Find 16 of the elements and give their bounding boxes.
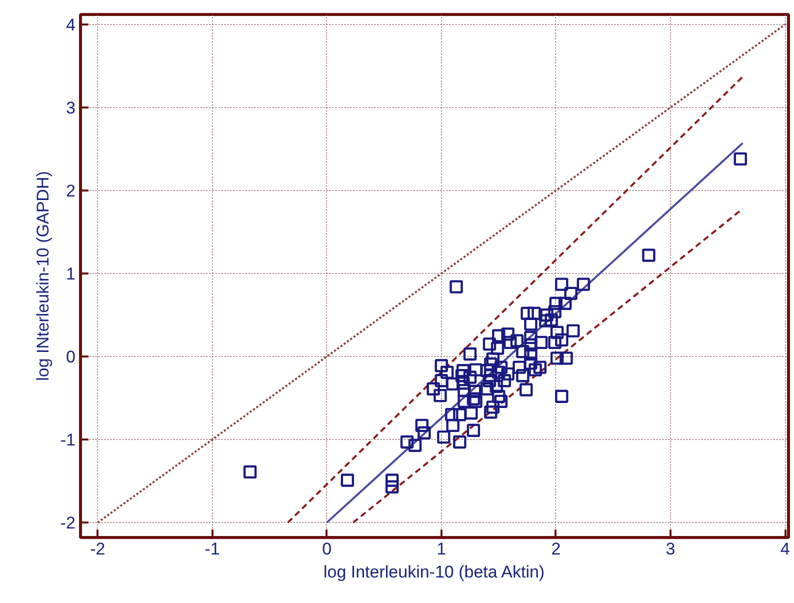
y-tick-label: 2 xyxy=(66,181,76,200)
x-tick-label: -2 xyxy=(90,540,106,558)
y-tick-label: 3 xyxy=(66,98,76,118)
y-tick-label: 0 xyxy=(66,348,76,367)
x-tick-label: -1 xyxy=(204,540,220,558)
y-tick-label: -1 xyxy=(60,430,76,450)
y-tick-label: 1 xyxy=(66,264,76,284)
x-tick-label: 1 xyxy=(436,540,446,558)
y-tick-label: -2 xyxy=(60,514,76,533)
x-tick-label: 0 xyxy=(322,540,332,558)
y-tick-label: 4 xyxy=(66,15,76,34)
x-tick-label: 3 xyxy=(666,540,676,558)
y-axis-title: log INterleukin-10 (GAPDH) xyxy=(33,171,52,381)
x-tick-label: 2 xyxy=(551,540,561,558)
x-tick-label: 4 xyxy=(780,540,790,558)
x-axis-title: log Interleukin-10 (beta Aktin) xyxy=(323,562,545,582)
